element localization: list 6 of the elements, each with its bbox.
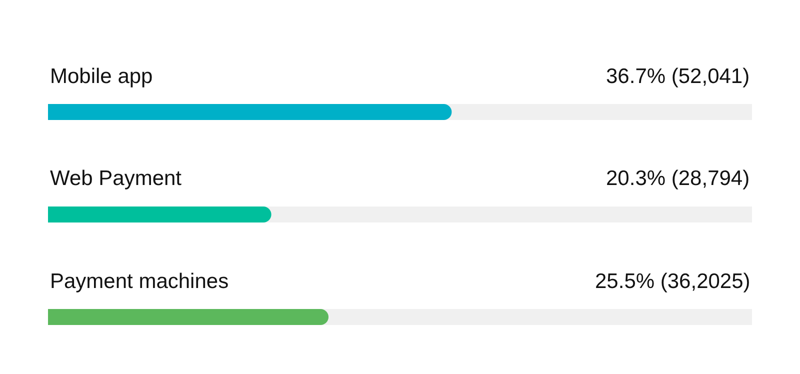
data-label: 36.7% (52,041)	[606, 65, 750, 88]
data-label: 25.5% (36,2025)	[595, 270, 750, 293]
y-tick-label: Web Payment	[50, 167, 182, 190]
data-label: 20.3% (28,794)	[606, 167, 750, 190]
y-tick-label: Payment machines	[50, 270, 229, 293]
y-tick-label: Mobile app	[50, 65, 153, 88]
